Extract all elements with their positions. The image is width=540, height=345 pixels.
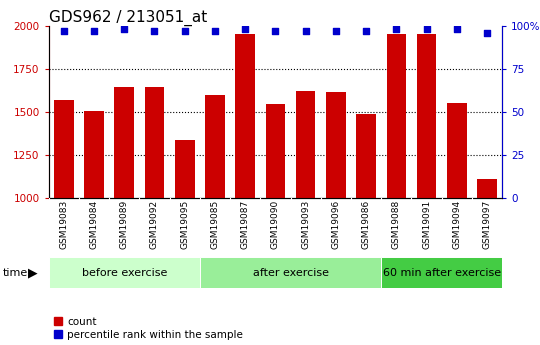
Bar — [84, 111, 104, 198]
Point — [483, 30, 491, 36]
Point — [120, 27, 129, 32]
Text: time: time — [3, 268, 28, 277]
Bar — [145, 87, 164, 198]
FancyBboxPatch shape — [381, 257, 502, 288]
Bar — [296, 91, 315, 198]
Bar — [356, 114, 376, 198]
Text: ▶: ▶ — [28, 266, 38, 279]
Legend: count, percentile rank within the sample: count, percentile rank within the sample — [54, 317, 243, 340]
Bar — [417, 34, 436, 198]
Point — [90, 28, 98, 34]
Text: GSM19083: GSM19083 — [59, 200, 68, 249]
Point — [150, 28, 159, 34]
Text: GSM19090: GSM19090 — [271, 200, 280, 249]
FancyBboxPatch shape — [49, 257, 200, 288]
Bar — [235, 34, 255, 198]
Text: after exercise: after exercise — [253, 268, 328, 277]
Text: GSM19096: GSM19096 — [332, 200, 340, 249]
Text: 60 min after exercise: 60 min after exercise — [383, 268, 501, 277]
Point — [362, 28, 370, 34]
Point — [59, 28, 68, 34]
Bar — [114, 87, 134, 198]
Text: GSM19086: GSM19086 — [362, 200, 370, 249]
Text: before exercise: before exercise — [82, 268, 167, 277]
Text: GSM19095: GSM19095 — [180, 200, 189, 249]
Text: GDS962 / 213051_at: GDS962 / 213051_at — [49, 10, 207, 26]
Bar — [175, 140, 194, 198]
Point — [271, 28, 280, 34]
Text: GSM19088: GSM19088 — [392, 200, 401, 249]
Text: GSM19087: GSM19087 — [241, 200, 249, 249]
Point — [180, 28, 189, 34]
Bar — [477, 178, 497, 198]
Text: GSM19091: GSM19091 — [422, 200, 431, 249]
Point — [211, 28, 219, 34]
Point — [453, 27, 461, 32]
Bar — [54, 100, 73, 198]
Bar — [447, 102, 467, 198]
Bar — [266, 104, 285, 198]
Bar — [326, 92, 346, 198]
Text: GSM19092: GSM19092 — [150, 200, 159, 249]
Point — [422, 27, 431, 32]
Text: GSM19084: GSM19084 — [90, 200, 98, 249]
Point — [392, 27, 401, 32]
Text: GSM19094: GSM19094 — [453, 200, 461, 249]
Bar — [205, 95, 225, 198]
FancyBboxPatch shape — [200, 257, 381, 288]
Text: GSM19097: GSM19097 — [483, 200, 491, 249]
Point — [301, 28, 310, 34]
Text: GSM19085: GSM19085 — [211, 200, 219, 249]
Point — [241, 27, 249, 32]
Bar — [387, 34, 406, 198]
Text: GSM19089: GSM19089 — [120, 200, 129, 249]
Point — [332, 28, 340, 34]
Text: GSM19093: GSM19093 — [301, 200, 310, 249]
